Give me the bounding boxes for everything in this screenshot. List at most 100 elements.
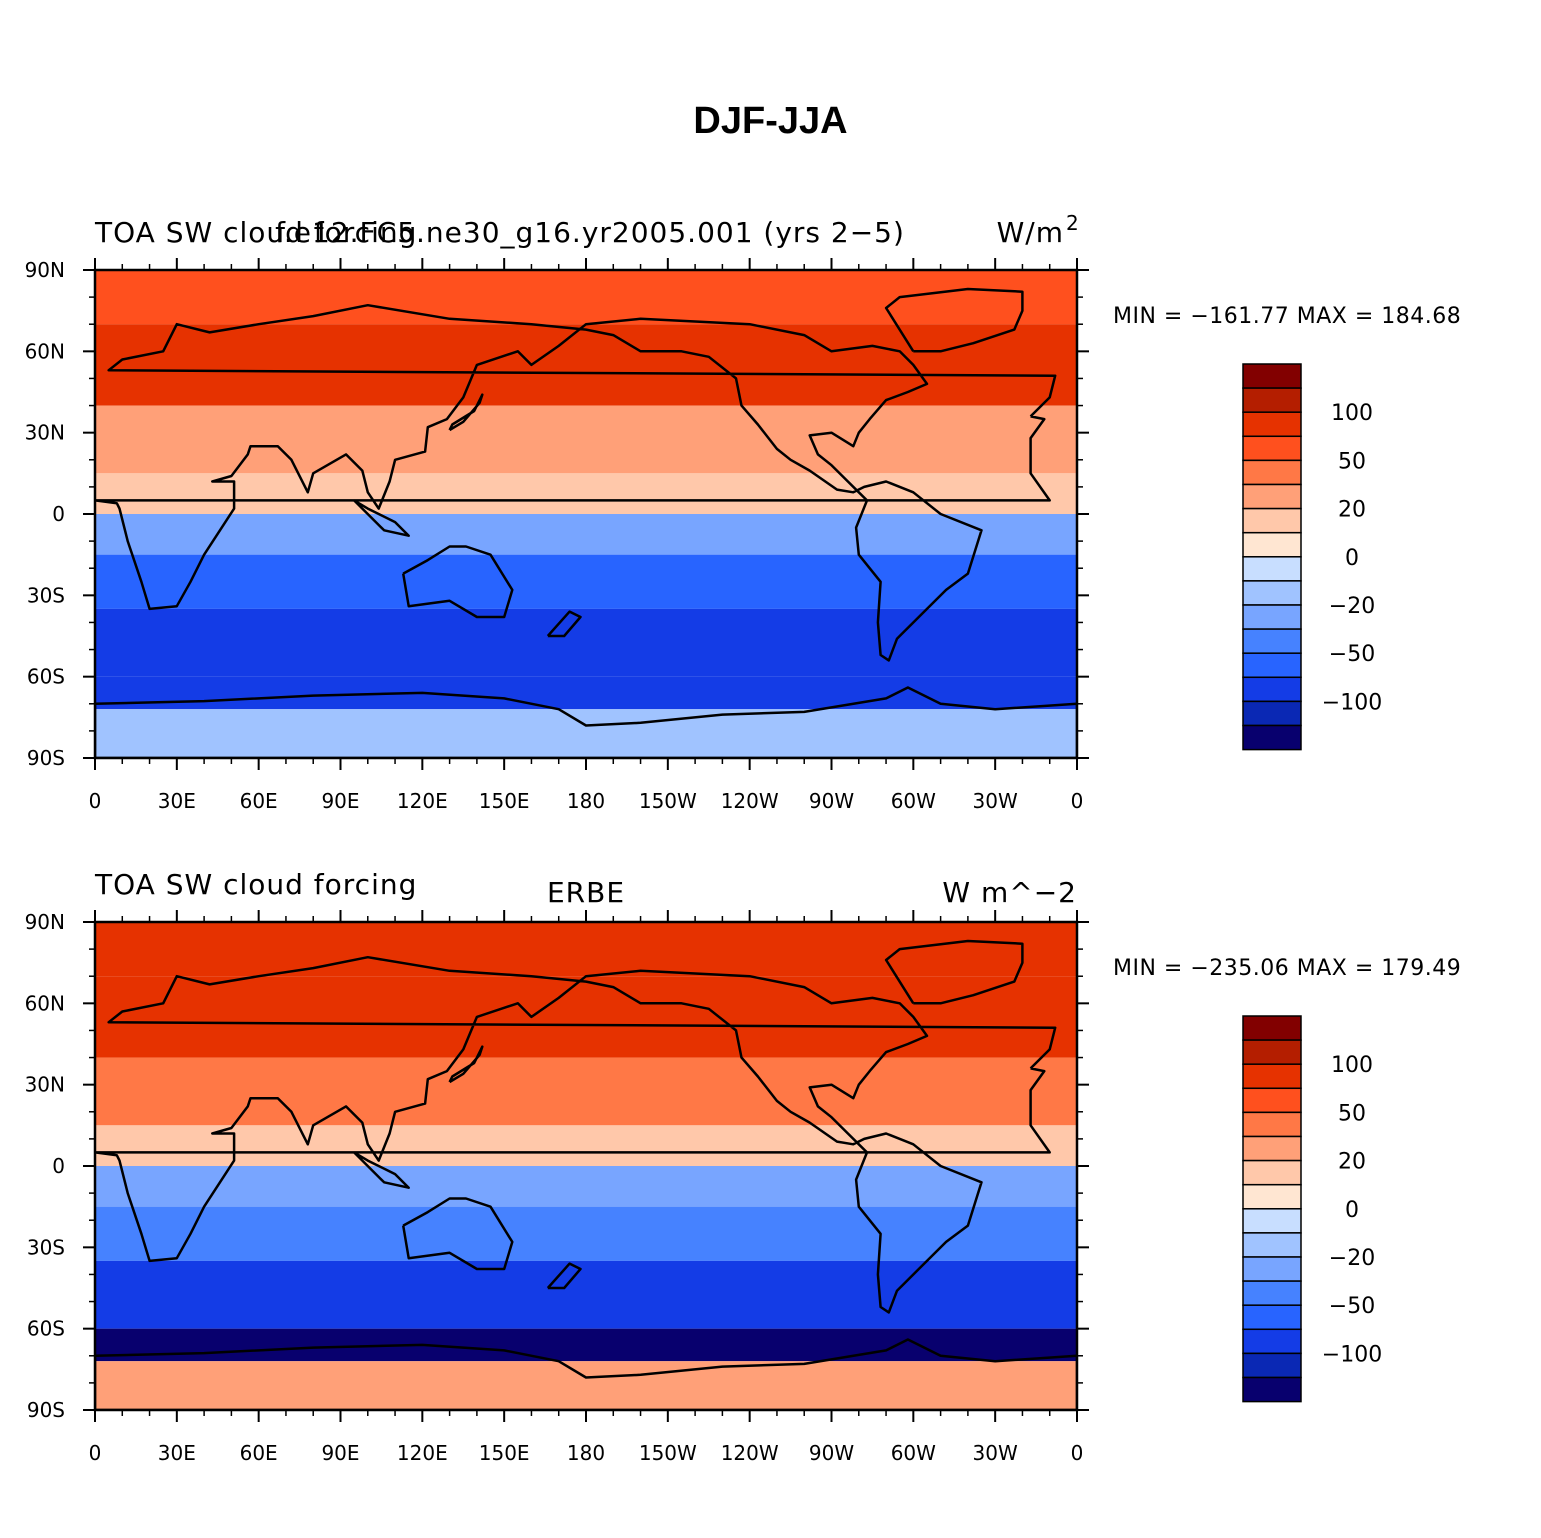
coastline xyxy=(448,393,484,432)
y-tick-label: 90S xyxy=(27,1398,65,1422)
colorbar-label: 50 xyxy=(1338,449,1366,474)
colorbar-swatch xyxy=(1242,1087,1302,1114)
panel-center-string: ERBE xyxy=(547,876,625,909)
coastline xyxy=(546,610,582,638)
colorbar-swatch xyxy=(1242,1135,1302,1162)
x-tick-label: 60W xyxy=(891,1441,936,1465)
colorbar-swatch xyxy=(1242,1015,1302,1041)
colorbar-swatch xyxy=(1242,1256,1302,1282)
colorbar-swatch xyxy=(1242,1111,1302,1138)
colorbar-label: −50 xyxy=(1329,642,1375,667)
colorbar-swatch xyxy=(1242,604,1302,630)
x-tick-label: 150W xyxy=(639,789,697,813)
y-tick-label: 60S xyxy=(27,1317,65,1341)
coastline xyxy=(353,1151,410,1189)
min-max-text: MIN = −161.77 MAX = 184.68 xyxy=(1113,304,1461,329)
colorbar-swatch xyxy=(1242,724,1302,751)
y-tick-label: 30N xyxy=(25,421,65,445)
lat-band xyxy=(95,1206,1077,1261)
x-tick-label: 90E xyxy=(321,789,359,813)
x-tick-label: 120W xyxy=(721,789,779,813)
x-tick-label: 0 xyxy=(89,1441,102,1465)
colorbar-swatch xyxy=(1242,1352,1302,1379)
lat-band xyxy=(95,324,1077,406)
y-tick-label: 30S xyxy=(27,1235,65,1259)
x-tick-label: 150W xyxy=(639,1441,697,1465)
y-tick-label: 60N xyxy=(25,991,65,1015)
colorbar-swatch xyxy=(1242,1063,1302,1090)
y-tick-label: 60N xyxy=(25,339,65,363)
y-tick-label: 0 xyxy=(52,502,65,526)
contour-field xyxy=(95,270,1077,758)
x-tick-label: 60E xyxy=(240,1441,278,1465)
colorbar-swatch xyxy=(1242,580,1302,606)
lat-band xyxy=(95,1057,1077,1126)
coastline xyxy=(95,1338,1077,1410)
colorbar-swatch xyxy=(1242,531,1302,558)
colorbar-swatch xyxy=(1242,1159,1302,1186)
colorbar-label: −20 xyxy=(1329,1246,1375,1271)
colorbar: 100 50 20 0 −20 −50 −100 xyxy=(1242,363,1382,751)
y-tick-label: 0 xyxy=(52,1154,65,1178)
colorbar-swatch xyxy=(1242,556,1302,582)
y-tick-label: 30N xyxy=(25,1073,65,1097)
x-tick-label: 0 xyxy=(89,789,102,813)
colorbar-swatch xyxy=(1242,1039,1302,1065)
contour-field xyxy=(95,922,1077,1410)
lat-band xyxy=(95,1125,1077,1166)
x-tick-label: 60E xyxy=(240,789,278,813)
lat-band xyxy=(95,976,1077,1058)
colorbar-label: 0 xyxy=(1345,546,1359,571)
x-tick-label: 30E xyxy=(158,1441,196,1465)
coastline xyxy=(353,499,410,537)
colorbar-swatch xyxy=(1242,1208,1302,1234)
coastline xyxy=(884,939,1024,1005)
colorbar-swatch xyxy=(1242,628,1302,654)
lat-band xyxy=(95,473,1077,514)
coastline xyxy=(884,287,1024,353)
colorbar-swatch xyxy=(1242,387,1302,413)
x-tick-label: 150E xyxy=(479,789,530,813)
lat-band xyxy=(95,554,1077,609)
colorbar-swatch xyxy=(1242,483,1302,510)
figure-title: DJF-JJA xyxy=(693,100,848,142)
lat-band xyxy=(95,608,1077,677)
colorbar-swatch xyxy=(1242,700,1302,727)
colorbar-swatch xyxy=(1242,459,1302,486)
colorbar-label: −100 xyxy=(1322,1342,1382,1367)
colorbar-swatch xyxy=(1242,1183,1302,1210)
x-tick-label: 180 xyxy=(567,789,605,813)
lat-band xyxy=(95,1166,1077,1207)
panel-units-superscript: 2 xyxy=(1066,211,1079,235)
panel-units: W m^−2 xyxy=(942,876,1077,909)
lat-band xyxy=(95,405,1077,474)
lat-band xyxy=(95,514,1077,555)
coastline xyxy=(95,955,1057,1314)
x-tick-label: 90E xyxy=(321,1441,359,1465)
coastline xyxy=(401,545,514,619)
colorbar-swatch xyxy=(1242,1304,1302,1331)
y-tick-label: 90N xyxy=(25,910,65,934)
x-tick-label: 120E xyxy=(397,1441,448,1465)
colorbar-swatch xyxy=(1242,411,1302,438)
coastline xyxy=(95,303,1057,662)
lat-band xyxy=(95,1260,1077,1329)
colorbar-swatch xyxy=(1242,507,1302,534)
colorbar-label: 50 xyxy=(1338,1101,1366,1126)
x-tick-label: 90W xyxy=(809,789,854,813)
x-tick-label: 150E xyxy=(479,1441,530,1465)
x-tick-label: 120E xyxy=(397,789,448,813)
x-tick-label: 30E xyxy=(158,789,196,813)
panel-units: W/m xyxy=(997,216,1064,249)
x-tick-label: 180 xyxy=(567,1441,605,1465)
colorbar-label: 100 xyxy=(1331,401,1373,426)
lat-band xyxy=(95,709,1077,758)
x-tick-label: 90W xyxy=(809,1441,854,1465)
colorbar-swatch xyxy=(1242,676,1302,703)
x-tick-label: 0 xyxy=(1071,789,1084,813)
colorbar-swatch xyxy=(1242,1280,1302,1306)
colorbar-label: −50 xyxy=(1329,1294,1375,1319)
x-tick-label: 120W xyxy=(721,1441,779,1465)
y-tick-label: 30S xyxy=(27,583,65,607)
y-tick-label: 90S xyxy=(27,746,65,770)
